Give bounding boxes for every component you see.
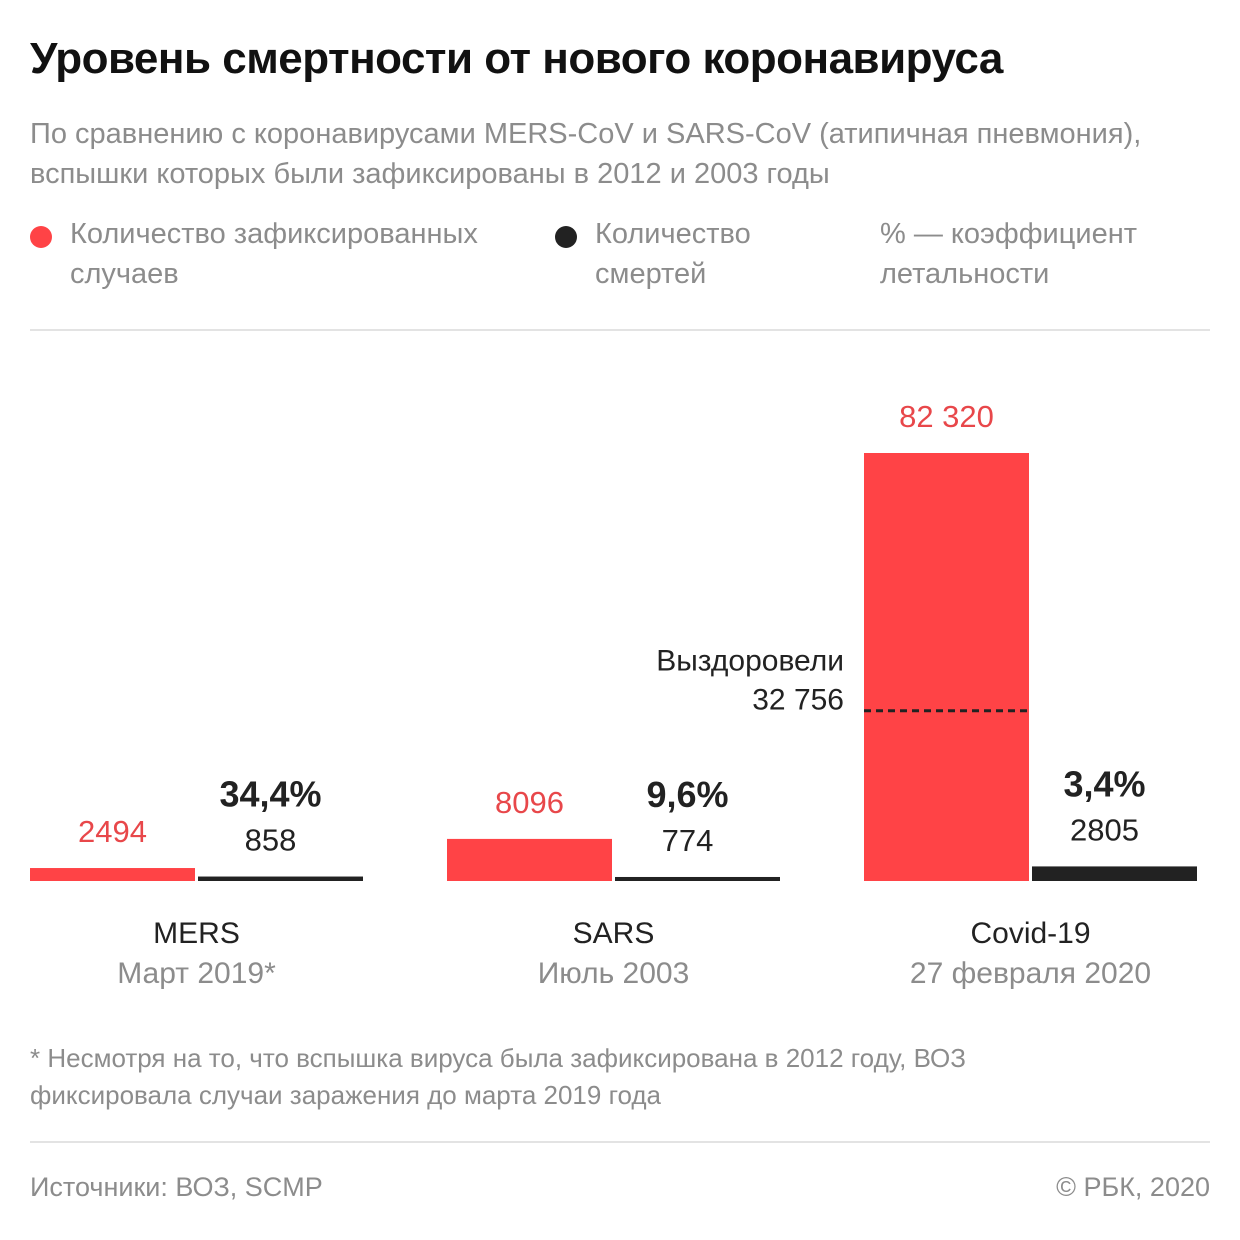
- cases-bar: [447, 838, 612, 881]
- cases-bar: [30, 868, 195, 881]
- divider: [30, 1141, 1210, 1143]
- deaths-bar: [198, 876, 363, 881]
- chart-title: Уровень смертности от нового коронавирус…: [30, 34, 1003, 83]
- deaths-label: 858: [245, 823, 297, 858]
- category-date: Июль 2003: [538, 957, 690, 990]
- category-date: 27 февраля 2020: [910, 957, 1151, 990]
- black-dot-icon: [555, 226, 577, 248]
- deaths-bar: [615, 876, 780, 881]
- legend-rate: % — коэффициент летальности: [880, 218, 1137, 290]
- category-label: Covid-19: [970, 917, 1090, 950]
- red-dot-icon: [30, 226, 52, 248]
- cases-label: 82 320: [899, 399, 994, 434]
- copyright: © РБК, 2020: [1056, 1172, 1210, 1202]
- recovered-label: Выздоровели: [656, 645, 844, 678]
- category-label: MERS: [153, 917, 240, 950]
- category-label: SARS: [573, 917, 655, 950]
- fatality-rate-label: 34,4%: [219, 774, 321, 815]
- source: Источники: ВОЗ, SCMP: [30, 1172, 323, 1202]
- deaths-bar: [1032, 866, 1197, 881]
- deaths-label: 774: [662, 823, 714, 858]
- cases-label: 2494: [78, 814, 147, 849]
- deaths-label: 2805: [1070, 812, 1139, 847]
- fatality-rate-label: 9,6%: [646, 774, 728, 815]
- cases-bar: [864, 453, 1029, 881]
- legend-cases-label: Количество зафиксированных случаев: [70, 218, 478, 290]
- bar-chart: 2494 858 34,4% MERS Март 2019* 8096 774 9,6% SAR…: [30, 399, 1197, 990]
- legend-cases: Количество зафиксированных случаев: [30, 214, 500, 294]
- legend-deaths: Количество смертей: [555, 214, 815, 294]
- chart-subtitle: По сравнению с коронавирусами MERS-CoV и…: [30, 118, 1142, 190]
- category-date: Март 2019*: [117, 957, 276, 990]
- recovered-value: 32 756: [752, 684, 844, 717]
- divider: [30, 329, 1210, 331]
- legend-deaths-label: Количество смертей: [595, 218, 751, 290]
- cases-label: 8096: [495, 785, 564, 820]
- fatality-rate-label: 3,4%: [1063, 763, 1145, 804]
- footnote: * Несмотря на то, что вспышка вируса был…: [30, 1043, 966, 1110]
